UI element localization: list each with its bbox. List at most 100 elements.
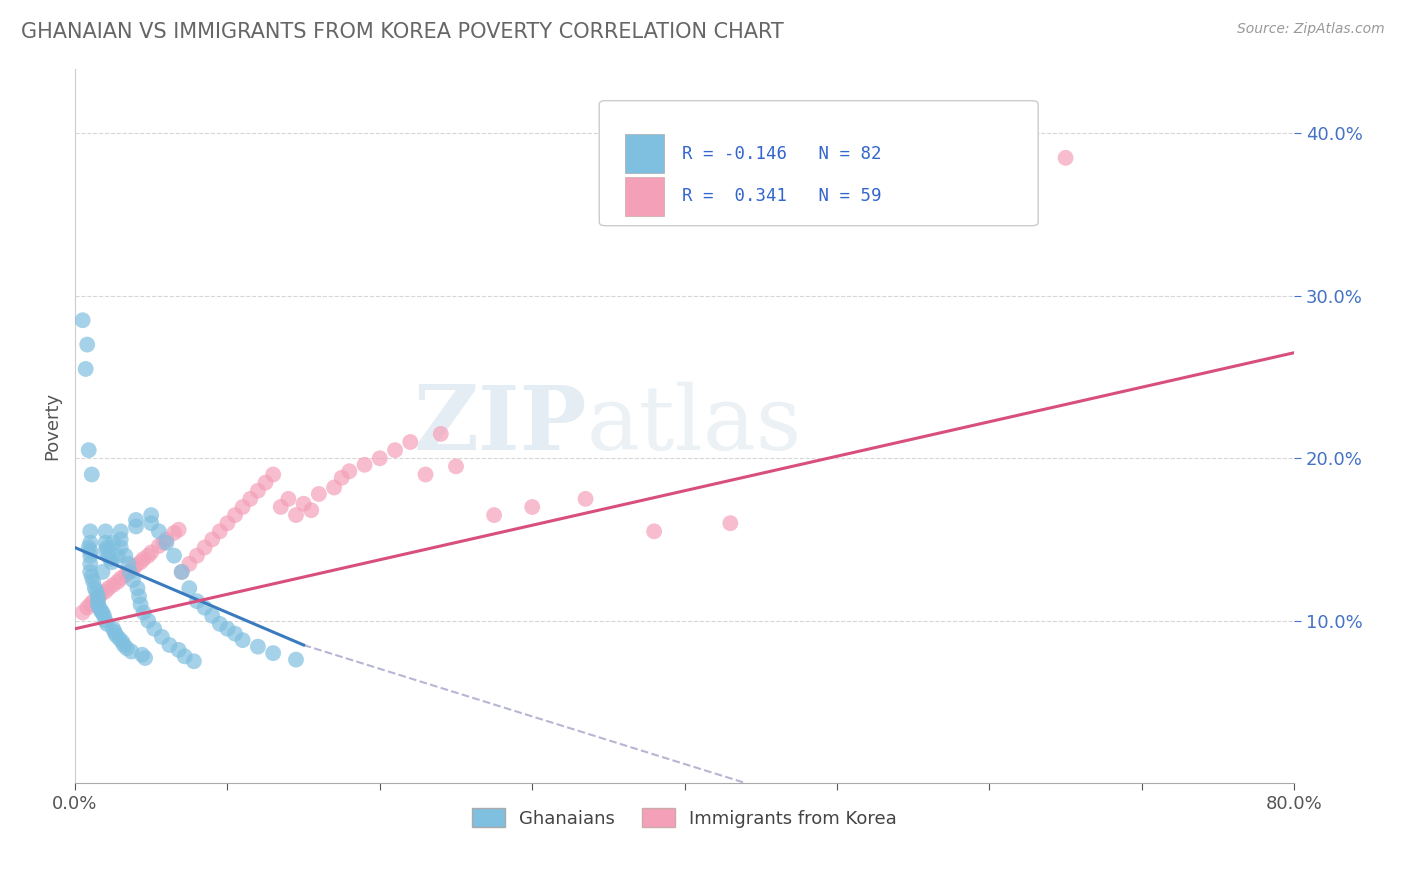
Point [101, 578, 124, 592]
Point [141, 545, 163, 559]
Point [246, 640, 269, 654]
Point [150, 630, 173, 644]
Point [94, 584, 117, 599]
Text: Source: ZipAtlas.com: Source: ZipAtlas.com [1237, 22, 1385, 37]
Point [155, 533, 177, 547]
Point [277, 491, 299, 506]
Point [83, 581, 105, 595]
Point [136, 614, 159, 628]
Point [186, 549, 208, 563]
Point [170, 565, 193, 579]
Point [262, 646, 284, 660]
Point [208, 616, 231, 631]
Point [136, 549, 159, 563]
Point [111, 634, 134, 648]
Point [91, 565, 114, 579]
Point [77, 541, 100, 555]
Point [292, 497, 315, 511]
FancyBboxPatch shape [599, 101, 1038, 226]
Point [112, 638, 135, 652]
Point [120, 644, 142, 658]
Point [76, 600, 98, 615]
Point [193, 600, 215, 615]
Point [337, 464, 360, 478]
Point [353, 458, 375, 472]
Text: R = -0.146   N = 82: R = -0.146 N = 82 [682, 145, 882, 162]
Point [75, 362, 97, 376]
Point [107, 549, 129, 563]
Point [167, 523, 190, 537]
Point [152, 535, 174, 549]
Point [134, 651, 156, 665]
Point [159, 638, 181, 652]
Point [94, 614, 117, 628]
Point [141, 508, 163, 522]
FancyBboxPatch shape [624, 177, 664, 216]
Point [167, 643, 190, 657]
Point [98, 552, 121, 566]
Point [100, 555, 122, 569]
Point [115, 641, 138, 656]
Point [79, 535, 101, 549]
Point [148, 524, 170, 539]
Point [110, 541, 132, 555]
Point [270, 500, 292, 514]
Point [79, 557, 101, 571]
Point [117, 565, 139, 579]
Point [86, 584, 108, 599]
Point [97, 549, 120, 563]
Point [118, 565, 141, 579]
Point [96, 541, 118, 555]
Point [170, 565, 193, 579]
Point [79, 544, 101, 558]
Point [285, 508, 308, 522]
Point [239, 491, 262, 506]
Point [89, 600, 111, 615]
Point [132, 606, 155, 620]
Point [108, 632, 131, 646]
Point [94, 524, 117, 539]
Point [201, 533, 224, 547]
Point [125, 513, 148, 527]
Point [104, 625, 127, 640]
Point [201, 608, 224, 623]
Point [97, 581, 120, 595]
Point [208, 524, 231, 539]
Legend: Ghanaians, Immigrants from Korea: Ghanaians, Immigrants from Korea [465, 801, 904, 835]
Point [143, 622, 166, 636]
Point [330, 471, 353, 485]
Point [179, 581, 201, 595]
Point [643, 524, 665, 539]
Point [114, 568, 136, 582]
Point [179, 557, 201, 571]
Point [125, 519, 148, 533]
Point [129, 555, 152, 569]
Point [93, 608, 115, 623]
FancyBboxPatch shape [624, 134, 664, 173]
Point [415, 467, 437, 482]
Point [77, 443, 100, 458]
Text: ZIP: ZIP [413, 383, 588, 469]
Point [87, 594, 110, 608]
Point [224, 508, 246, 522]
Point [82, 574, 104, 589]
Point [72, 313, 94, 327]
Text: R =  0.341   N = 59: R = 0.341 N = 59 [682, 187, 882, 205]
Point [482, 508, 505, 522]
Point [163, 525, 186, 540]
Point [254, 475, 277, 490]
Point [125, 558, 148, 573]
Point [224, 626, 246, 640]
Point [107, 574, 129, 589]
Point [122, 573, 145, 587]
Point [444, 459, 467, 474]
Point [87, 598, 110, 612]
Point [232, 500, 254, 514]
Point [262, 467, 284, 482]
Point [285, 652, 308, 666]
Point [87, 591, 110, 605]
Point [522, 500, 544, 514]
Point [127, 581, 149, 595]
Point [429, 426, 451, 441]
Point [80, 570, 103, 584]
